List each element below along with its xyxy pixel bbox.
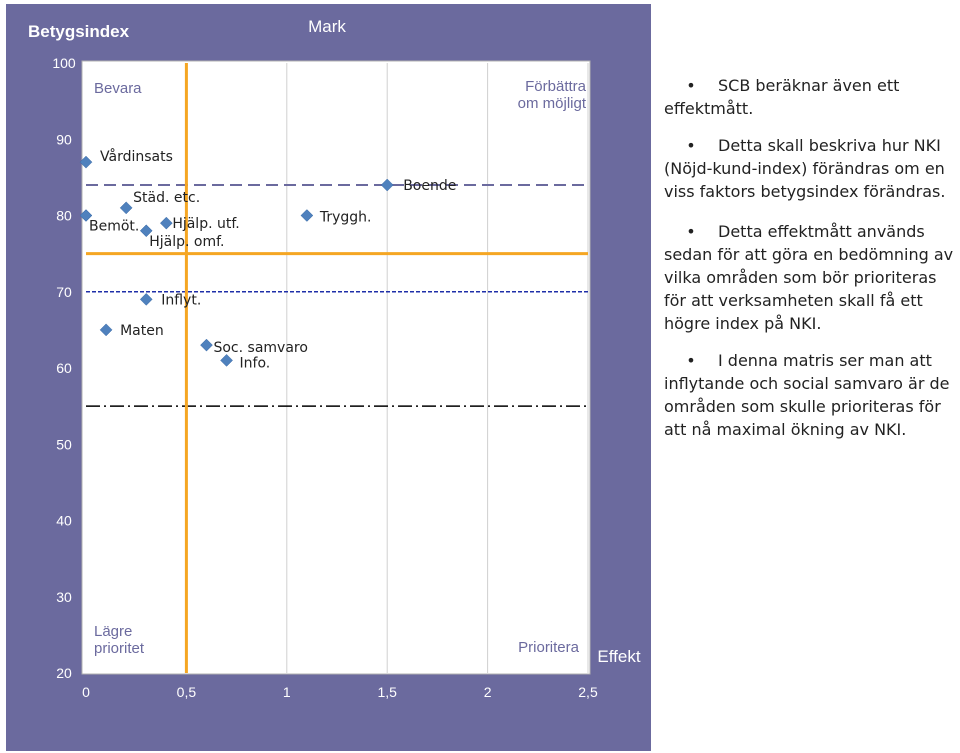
- data-point-marker: [300, 209, 314, 222]
- gridlines: [185, 63, 589, 673]
- quadrant-label-line: om möjligt: [518, 95, 587, 112]
- y-tick-label: 100: [52, 55, 76, 71]
- data-point-marker: [380, 178, 394, 192]
- data-point-label: Bemöt.: [89, 219, 139, 235]
- y-tick-label: 60: [56, 360, 72, 376]
- quadrant-label-line: Förbättra: [525, 78, 587, 95]
- x-axis-label: Effekt: [597, 647, 640, 666]
- x-tick-label: 2,5: [578, 684, 598, 700]
- data-point-label: Info.: [240, 355, 271, 371]
- data-point-marker: [159, 216, 173, 230]
- x-tick-label: 0: [82, 684, 90, 700]
- data-point-marker: [139, 293, 153, 306]
- data-point-marker: [200, 338, 213, 352]
- y-tick-label: 30: [56, 589, 72, 605]
- x-tick-label: 1,5: [377, 684, 397, 700]
- data-point-label: Inflyt.: [161, 292, 201, 308]
- bullet-item: • Detta effektmått används sedan för att …: [664, 222, 954, 333]
- quadrant-label-top-left: Bevara: [94, 80, 142, 97]
- quadrant-label-top-right: Förbättra om möjligt: [518, 78, 587, 112]
- y-tick-label: 90: [56, 131, 72, 147]
- y-tick-label: 50: [56, 436, 72, 452]
- x-tick-label: 0,5: [177, 684, 197, 700]
- bullet-item: • I denna matris ser man att inflytande o…: [664, 351, 950, 439]
- bullet-item: • SCB beräknar även ett effektmått.: [664, 76, 900, 118]
- x-tick-label: 2: [484, 684, 492, 700]
- quadrant-label-bottom-left: Lägre prioritet: [94, 623, 145, 657]
- y-tick-label: 80: [56, 208, 72, 224]
- data-point-marker: [139, 224, 153, 238]
- data-point-label: Hjälp. omf.: [149, 234, 224, 250]
- quadrant-label-line: prioritet: [94, 640, 145, 657]
- data-point-label: Hjälp. utf.: [172, 216, 239, 232]
- data-point-marker: [220, 354, 233, 367]
- data-point-marker: [99, 323, 113, 337]
- y-tick-label: 20: [56, 665, 72, 681]
- x-tick-label: 1: [283, 684, 291, 700]
- y-tick-label: 40: [56, 513, 72, 529]
- y-tick-label: 70: [56, 284, 72, 300]
- bullet-list: • SCB beräknar även ett effektmått. • Dett…: [664, 74, 960, 455]
- quadrant-label-bottom-right: Prioritera: [518, 639, 580, 656]
- corner-label: Betygsindex: [28, 22, 130, 41]
- bullet-item: • Detta skall beskriva hur NKI (Nöjd-kund…: [664, 136, 946, 201]
- data-point-label: Tryggh.: [319, 210, 372, 226]
- data-point-marker: [119, 201, 133, 215]
- reference-lines: [86, 63, 588, 673]
- data-point-label: Maten: [120, 323, 164, 339]
- plot-area: [81, 60, 591, 675]
- data-point-marker: [79, 155, 93, 169]
- chart-title: Mark: [308, 17, 346, 36]
- tick-labels: 0 0,5 1 1,5 2 2,5 20 30 40 50 60 70 80 90 100: [52, 55, 598, 700]
- data-points: Vårdinsats Bemöt. Städ. etc. Hjälp. omf. Hjä…: [79, 148, 456, 371]
- data-point-label: Städ. etc.: [133, 190, 200, 206]
- data-point-label: Soc. samvaro: [213, 340, 307, 356]
- data-point-label: Boende: [403, 178, 456, 194]
- quadrant-label-line: Lägre: [94, 623, 132, 640]
- data-point-marker: [79, 209, 93, 222]
- data-point-label: Vårdinsats: [100, 148, 173, 165]
